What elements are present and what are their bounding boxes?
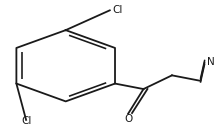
Text: Cl: Cl	[112, 5, 122, 15]
Text: N: N	[207, 57, 215, 67]
Text: O: O	[124, 114, 132, 124]
Text: Cl: Cl	[21, 116, 32, 125]
